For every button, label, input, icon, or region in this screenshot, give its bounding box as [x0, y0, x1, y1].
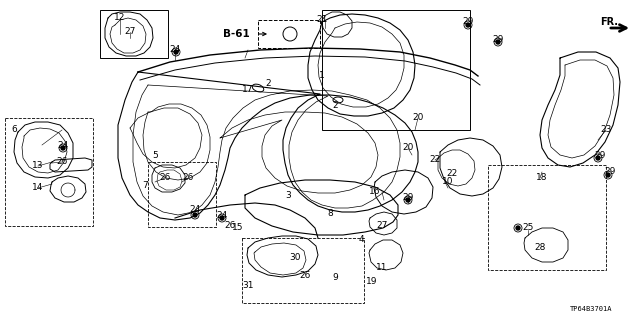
Text: 9: 9 [332, 274, 338, 283]
Text: 20: 20 [403, 143, 413, 153]
Text: 20: 20 [412, 114, 424, 123]
Bar [100, 10, 168, 58]
Circle shape [466, 23, 470, 27]
Text: 22: 22 [429, 156, 440, 164]
Text: 18: 18 [536, 173, 548, 182]
Text: 27: 27 [124, 28, 136, 36]
Circle shape [596, 156, 600, 160]
Circle shape [606, 173, 610, 177]
Text: 2: 2 [332, 100, 338, 109]
Text: 29: 29 [403, 193, 413, 202]
Text: 26: 26 [300, 270, 310, 279]
Text: FR.: FR. [600, 17, 618, 27]
Text: 25: 25 [522, 223, 534, 233]
Bar [242, 238, 364, 303]
Bar [488, 165, 606, 270]
Circle shape [61, 146, 65, 150]
Text: 16: 16 [369, 188, 381, 196]
Text: 13: 13 [32, 162, 44, 171]
Text: 5: 5 [152, 150, 158, 159]
Text: 29: 29 [595, 150, 605, 159]
Bar [258, 20, 320, 48]
Text: 22: 22 [446, 169, 458, 178]
Text: 24: 24 [216, 211, 228, 220]
Text: 29: 29 [604, 167, 616, 177]
Circle shape [193, 213, 197, 217]
Circle shape [406, 198, 410, 202]
Text: 24: 24 [170, 45, 180, 54]
Text: 12: 12 [115, 13, 125, 22]
Text: 2: 2 [265, 78, 271, 87]
Text: 29: 29 [492, 36, 504, 44]
Text: 24: 24 [189, 205, 200, 214]
Text: 31: 31 [243, 281, 253, 290]
Text: 1: 1 [319, 70, 325, 79]
Circle shape [220, 216, 224, 220]
Text: 30: 30 [289, 253, 301, 262]
Text: 21: 21 [316, 15, 328, 25]
Circle shape [516, 226, 520, 230]
Text: 3: 3 [285, 190, 291, 199]
Text: 17: 17 [243, 84, 253, 93]
Text: 19: 19 [366, 277, 378, 286]
Text: TP64B3701A: TP64B3701A [570, 306, 612, 312]
Circle shape [174, 50, 178, 54]
Text: 27: 27 [376, 220, 388, 229]
Text: 11: 11 [376, 262, 388, 271]
Text: 7: 7 [142, 180, 148, 189]
Text: 26: 26 [182, 173, 194, 182]
Circle shape [496, 40, 500, 44]
Text: 10: 10 [442, 178, 454, 187]
Text: 8: 8 [327, 209, 333, 218]
Text: 26: 26 [159, 173, 171, 182]
Bar [148, 162, 216, 227]
Text: 15: 15 [232, 223, 244, 233]
Text: B-61: B-61 [223, 29, 250, 39]
Text: 26: 26 [224, 220, 236, 229]
Text: 28: 28 [534, 244, 546, 252]
Text: 26: 26 [56, 157, 68, 166]
Text: 14: 14 [32, 183, 44, 193]
Text: 6: 6 [11, 125, 17, 134]
Bar [5, 118, 93, 226]
Text: 29: 29 [462, 18, 474, 27]
Text: 23: 23 [600, 125, 612, 134]
Text: 4: 4 [358, 236, 364, 244]
Bar [322, 10, 470, 130]
Text: 24: 24 [58, 140, 68, 149]
